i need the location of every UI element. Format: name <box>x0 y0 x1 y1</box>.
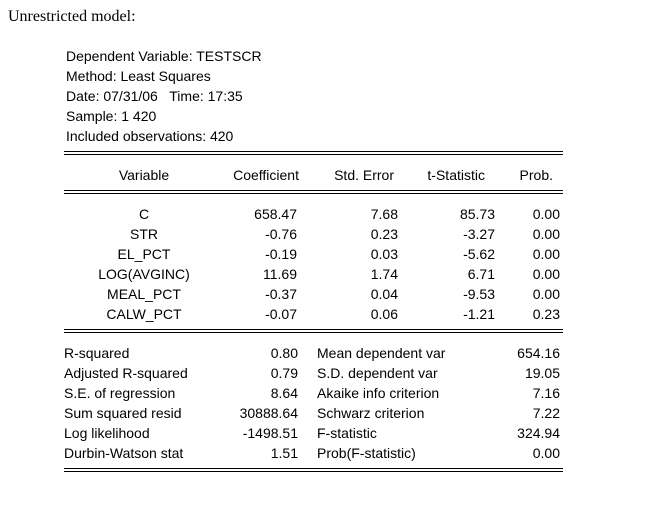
column-header-std-error: Std. Error <box>334 167 394 183</box>
t-statistic-cell: 6.71 <box>467 266 495 282</box>
stats-row: S.E. of regression 8.64 Akaike info crit… <box>64 385 563 401</box>
coefficient-cell: -0.19 <box>265 246 297 262</box>
table-header-row: Variable Coefficient Std. Error t-Statis… <box>64 167 563 183</box>
stats-row: Adjusted R-squared 0.79 S.D. dependent v… <box>64 365 563 381</box>
prob-cell: 0.23 <box>532 306 560 322</box>
std-error-cell: 0.04 <box>370 286 398 302</box>
t-statistic-cell: -1.21 <box>463 306 495 322</box>
stat-label-left: S.E. of regression <box>64 385 176 401</box>
stat-value-left: 0.79 <box>270 365 298 381</box>
stats-row: Durbin-Watson stat 1.51 Prob(F-statistic… <box>64 445 563 461</box>
stat-label-left: Durbin-Watson stat <box>64 445 184 461</box>
t-statistic-cell: -9.53 <box>463 286 495 302</box>
stat-value-right: 19.05 <box>524 365 560 381</box>
stat-label-left: Adjusted R-squared <box>64 365 188 381</box>
coefficients-bottom-rule <box>64 329 563 333</box>
sample-line: Sample: 1 420 <box>66 108 157 124</box>
std-error-cell: 0.06 <box>370 306 398 322</box>
stat-label-right: Schwarz criterion <box>317 405 425 421</box>
variable-cell: CALW_PCT <box>106 306 182 322</box>
t-statistic-cell: -3.27 <box>463 226 495 242</box>
stat-value-left: 8.64 <box>270 385 298 401</box>
variable-cell: EL_PCT <box>117 246 171 262</box>
variable-cell: MEAL_PCT <box>107 286 181 302</box>
coefficient-cell: 11.69 <box>263 266 297 282</box>
table-row: LOG(AVGINC) 11.69 1.74 6.71 0.00 <box>64 266 563 282</box>
column-header-variable: Variable <box>118 167 170 183</box>
stat-label-right: F-statistic <box>317 425 377 441</box>
coefficient-cell: -0.07 <box>265 306 297 322</box>
prob-cell: 0.00 <box>532 226 560 242</box>
stat-value-right: 0.00 <box>532 445 560 461</box>
stat-label-right: Prob(F-statistic) <box>317 445 416 461</box>
t-statistic-cell: -5.62 <box>463 246 495 262</box>
stat-value-right: 7.16 <box>532 385 560 401</box>
page-heading: Unrestricted model: <box>8 8 136 25</box>
variable-cell: STR <box>130 226 158 242</box>
stat-value-left: 1.51 <box>270 445 298 461</box>
table-bottom-rule <box>64 468 563 472</box>
coefficient-cell: 658.47 <box>254 206 297 222</box>
prob-cell: 0.00 <box>532 246 560 262</box>
stat-value-left: -1498.51 <box>242 425 298 441</box>
stat-label-right: Akaike info criterion <box>317 385 440 401</box>
stats-row: Sum squared resid 30888.64 Schwarz crite… <box>64 405 563 421</box>
stat-label-right: S.D. dependent var <box>317 365 438 381</box>
prob-cell: 0.00 <box>532 206 560 222</box>
table-row: CALW_PCT -0.07 0.06 -1.21 0.23 <box>64 306 563 322</box>
table-row: C 658.47 7.68 85.73 0.00 <box>64 206 563 222</box>
t-statistic-cell: 85.73 <box>459 206 495 222</box>
variable-cell: C <box>138 206 150 222</box>
stat-label-left: R-squared <box>64 345 130 361</box>
stat-value-right: 324.94 <box>517 425 560 441</box>
stats-row: R-squared 0.80 Mean dependent var 654.16 <box>64 345 563 361</box>
stat-label-left: Sum squared resid <box>64 405 182 421</box>
std-error-cell: 7.68 <box>370 206 398 222</box>
coefficient-cell: -0.76 <box>265 226 297 242</box>
stat-value-right: 654.16 <box>517 345 560 361</box>
std-error-cell: 0.23 <box>370 226 398 242</box>
table-row: MEAL_PCT -0.37 0.04 -9.53 0.00 <box>64 286 563 302</box>
stat-label-right: Mean dependent var <box>317 345 446 361</box>
prob-cell: 0.00 <box>532 266 560 282</box>
variable-cell: LOG(AVGINC) <box>98 266 190 282</box>
std-error-cell: 0.03 <box>370 246 398 262</box>
stat-label-left: Log likelihood <box>64 425 150 441</box>
dependent-variable-line: Dependent Variable: TESTSCR <box>66 48 262 64</box>
column-header-t-statistic: t-Statistic <box>427 167 485 183</box>
column-header-coefficient: Coefficient <box>233 167 299 183</box>
stat-value-left: 30888.64 <box>239 405 298 421</box>
date-time-line: Date: 07/31/06 Time: 17:35 <box>66 88 243 104</box>
table-row: EL_PCT -0.19 0.03 -5.62 0.00 <box>64 246 563 262</box>
observations-line: Included observations: 420 <box>66 128 234 144</box>
stats-row: Log likelihood -1498.51 F-statistic 324.… <box>64 425 563 441</box>
stat-value-left: 0.80 <box>270 345 298 361</box>
table-row: STR -0.76 0.23 -3.27 0.00 <box>64 226 563 242</box>
column-header-prob: Prob. <box>519 167 553 183</box>
stat-value-right: 7.22 <box>532 405 560 421</box>
table-top-rule <box>64 151 563 155</box>
method-line: Method: Least Squares <box>66 68 211 84</box>
header-bottom-rule <box>64 190 563 194</box>
prob-cell: 0.00 <box>532 286 560 302</box>
std-error-cell: 1.74 <box>370 266 398 282</box>
coefficient-cell: -0.37 <box>265 286 297 302</box>
